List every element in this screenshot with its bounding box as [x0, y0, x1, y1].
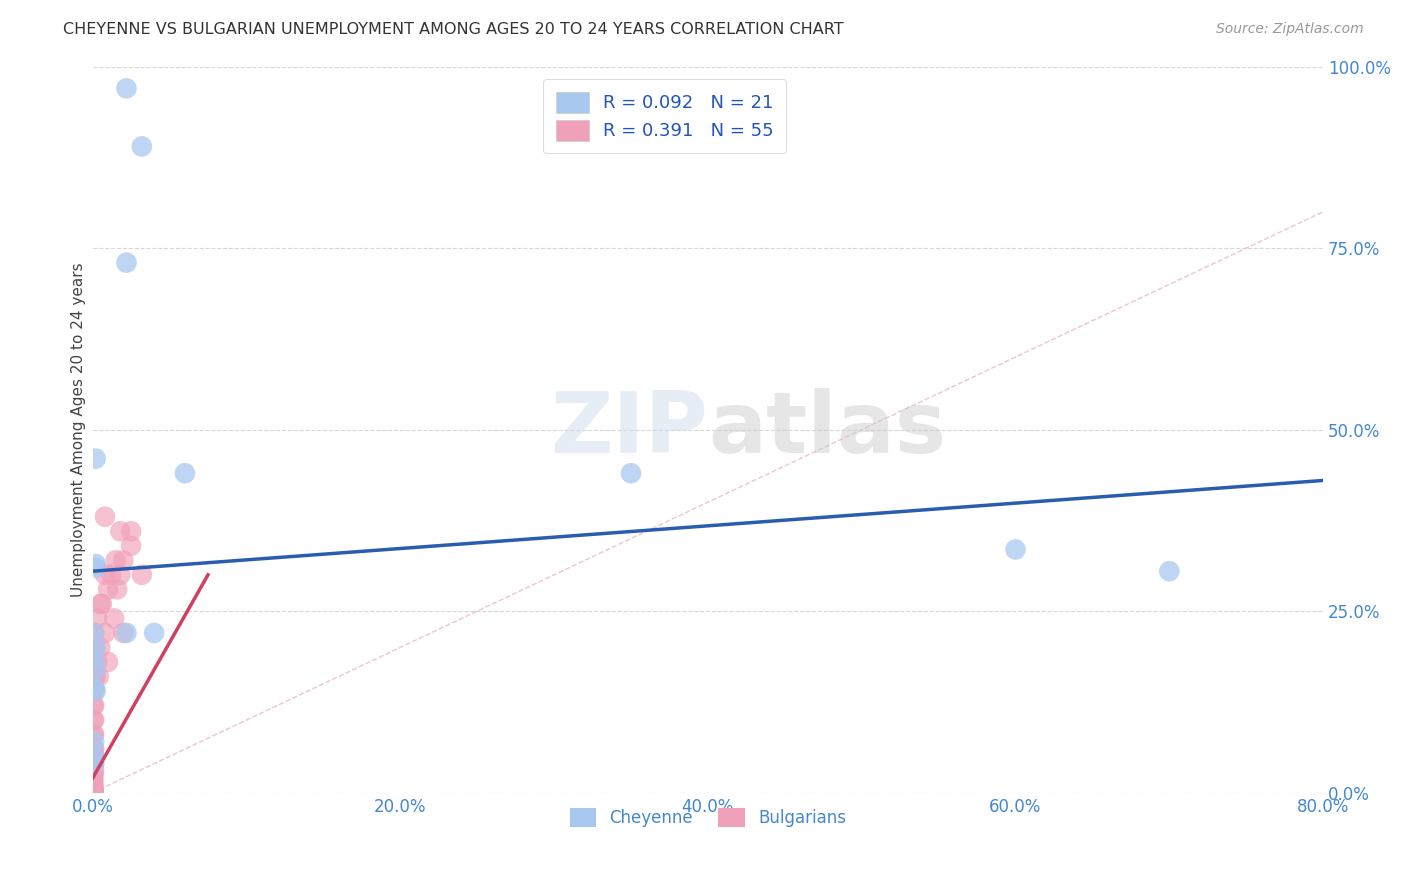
Text: Source: ZipAtlas.com: Source: ZipAtlas.com: [1216, 22, 1364, 37]
Point: [110, 567, 132, 582]
Point: [82, 749, 104, 764]
Point: [83, 640, 105, 655]
Point: [82, 783, 104, 797]
Point: [84, 451, 107, 466]
Point: [84, 669, 107, 683]
Point: [83, 756, 105, 771]
Y-axis label: Unemployment Among Ages 20 to 24 years: Unemployment Among Ages 20 to 24 years: [72, 262, 86, 597]
Point: [84, 662, 107, 676]
Point: [83, 756, 105, 771]
Point: [83, 655, 105, 669]
Point: [83, 626, 105, 640]
Point: [1004, 542, 1026, 557]
Point: [83, 669, 105, 683]
Point: [82, 698, 104, 713]
Point: [97, 582, 120, 597]
Point: [100, 567, 122, 582]
Point: [83, 626, 105, 640]
Point: [82, 756, 104, 771]
Point: [112, 626, 135, 640]
Point: [83, 698, 105, 713]
Point: [89, 640, 111, 655]
Point: [174, 466, 197, 480]
Point: [105, 582, 128, 597]
Point: [82, 778, 104, 792]
Text: atlas: atlas: [707, 388, 946, 471]
Point: [82, 764, 104, 778]
Point: [83, 749, 105, 764]
Point: [82, 786, 104, 800]
Point: [94, 567, 117, 582]
Point: [82, 786, 104, 800]
Point: [86, 655, 108, 669]
Point: [86, 611, 108, 625]
Point: [620, 466, 643, 480]
Point: [104, 553, 127, 567]
Point: [83, 764, 105, 778]
Point: [143, 626, 166, 640]
Point: [83, 681, 105, 695]
Point: [82, 774, 104, 789]
Point: [1159, 564, 1181, 578]
Point: [82, 713, 104, 727]
Point: [84, 557, 107, 571]
Point: [120, 524, 142, 539]
Point: [84, 560, 107, 574]
Point: [89, 597, 111, 611]
Point: [82, 742, 104, 756]
Point: [84, 684, 107, 698]
Point: [94, 626, 117, 640]
Point: [84, 640, 107, 655]
Point: [115, 81, 138, 95]
Point: [82, 782, 104, 797]
Point: [83, 713, 105, 727]
Point: [131, 139, 153, 153]
Point: [87, 669, 110, 683]
Point: [112, 553, 135, 567]
Point: [103, 611, 125, 625]
Point: [94, 509, 117, 524]
Point: [83, 749, 105, 764]
Point: [115, 255, 138, 269]
Point: [83, 728, 105, 742]
Point: [131, 567, 153, 582]
Point: [82, 786, 104, 800]
Point: [120, 539, 142, 553]
Point: [115, 626, 138, 640]
Text: ZIP: ZIP: [550, 388, 707, 471]
Text: CHEYENNE VS BULGARIAN UNEMPLOYMENT AMONG AGES 20 TO 24 YEARS CORRELATION CHART: CHEYENNE VS BULGARIAN UNEMPLOYMENT AMONG…: [63, 22, 844, 37]
Point: [90, 597, 112, 611]
Point: [82, 785, 104, 799]
Legend: Cheyenne, Bulgarians: Cheyenne, Bulgarians: [561, 799, 855, 835]
Point: [82, 784, 104, 798]
Point: [110, 524, 132, 539]
Point: [97, 655, 120, 669]
Point: [83, 735, 105, 749]
Point: [82, 780, 104, 794]
Point: [82, 728, 104, 742]
Point: [82, 767, 104, 781]
Point: [83, 742, 105, 756]
Point: [83, 651, 105, 665]
Point: [83, 684, 105, 698]
Point: [82, 786, 104, 800]
Point: [82, 771, 104, 785]
